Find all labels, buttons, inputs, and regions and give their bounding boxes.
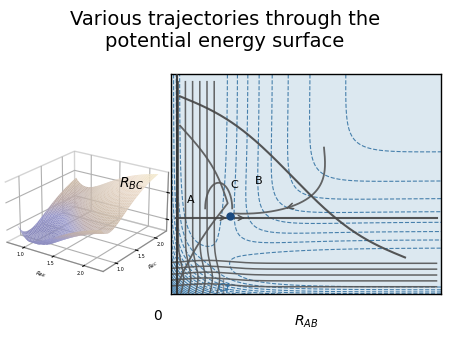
Text: C‡: C‡ — [218, 282, 231, 292]
Text: A: A — [187, 195, 195, 205]
Text: Various trajectories through the
potential energy surface: Various trajectories through the potenti… — [70, 10, 380, 51]
Text: 0: 0 — [153, 310, 162, 323]
Text: $R_{AB}$: $R_{AB}$ — [294, 314, 318, 330]
Text: C: C — [230, 180, 238, 190]
Text: $R_{BC}$: $R_{BC}$ — [119, 176, 144, 192]
Text: B: B — [255, 176, 262, 186]
X-axis label: $R_{AB}$: $R_{AB}$ — [34, 268, 47, 280]
Y-axis label: $R_{BC}$: $R_{BC}$ — [146, 259, 161, 272]
